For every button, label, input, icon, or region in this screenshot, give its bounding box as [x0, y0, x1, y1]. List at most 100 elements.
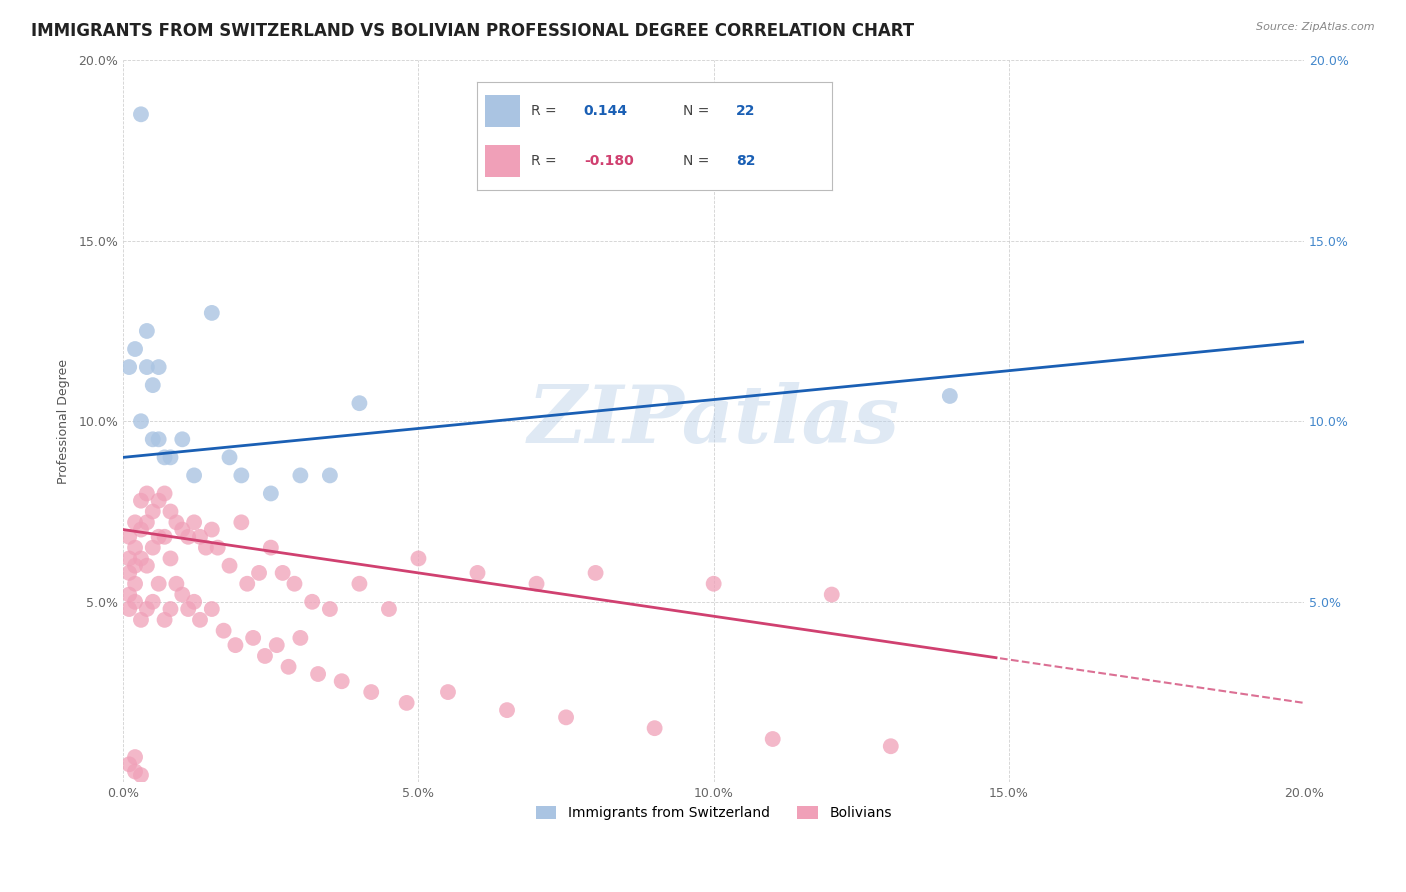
Point — [260, 486, 283, 500]
Point — [142, 541, 165, 555]
Point — [555, 710, 578, 724]
Point — [153, 613, 176, 627]
Point — [224, 638, 246, 652]
Point — [821, 588, 844, 602]
Point — [218, 558, 240, 573]
Point — [360, 685, 382, 699]
Point — [118, 551, 141, 566]
Point — [526, 576, 548, 591]
Text: Source: ZipAtlas.com: Source: ZipAtlas.com — [1257, 22, 1375, 32]
Point — [118, 602, 141, 616]
Point — [124, 541, 146, 555]
Point — [290, 468, 312, 483]
Point — [124, 558, 146, 573]
Point — [307, 667, 329, 681]
Point — [135, 486, 157, 500]
Point — [437, 685, 460, 699]
Point — [194, 541, 217, 555]
Point — [207, 541, 229, 555]
Point — [349, 576, 371, 591]
Point — [148, 360, 170, 375]
Point — [129, 414, 152, 428]
Point — [172, 523, 194, 537]
Point — [172, 432, 194, 446]
Point — [118, 588, 141, 602]
Point — [153, 450, 176, 465]
Point — [142, 432, 165, 446]
Point — [177, 602, 200, 616]
Point — [644, 721, 666, 735]
Y-axis label: Professional Degree: Professional Degree — [58, 359, 70, 483]
Point — [277, 660, 299, 674]
Point — [153, 530, 176, 544]
Point — [236, 576, 259, 591]
Point — [129, 107, 152, 121]
Point — [124, 342, 146, 356]
Point — [142, 378, 165, 392]
Point — [290, 631, 312, 645]
Point — [142, 504, 165, 518]
Point — [135, 360, 157, 375]
Point — [118, 757, 141, 772]
Point — [129, 613, 152, 627]
Point — [135, 602, 157, 616]
Point — [129, 551, 152, 566]
Point — [408, 551, 430, 566]
Point — [319, 602, 342, 616]
Point — [266, 638, 288, 652]
Point — [159, 551, 181, 566]
Point — [231, 468, 253, 483]
Point — [183, 595, 205, 609]
Point — [124, 516, 146, 530]
Point — [135, 558, 157, 573]
Text: IMMIGRANTS FROM SWITZERLAND VS BOLIVIAN PROFESSIONAL DEGREE CORRELATION CHART: IMMIGRANTS FROM SWITZERLAND VS BOLIVIAN … — [31, 22, 914, 40]
Point — [247, 566, 270, 580]
Text: ZIPatlas: ZIPatlas — [527, 383, 900, 460]
Point — [142, 595, 165, 609]
Point — [148, 530, 170, 544]
Point — [172, 588, 194, 602]
Point — [242, 631, 264, 645]
Point — [183, 468, 205, 483]
Point — [129, 768, 152, 782]
Point — [124, 576, 146, 591]
Point — [159, 450, 181, 465]
Point — [271, 566, 294, 580]
Point — [153, 486, 176, 500]
Point — [165, 516, 187, 530]
Point — [349, 396, 371, 410]
Point — [201, 306, 224, 320]
Point — [378, 602, 401, 616]
Point — [159, 602, 181, 616]
Point — [395, 696, 418, 710]
Point — [118, 566, 141, 580]
Point — [118, 530, 141, 544]
Point — [188, 613, 211, 627]
Point — [148, 576, 170, 591]
Point — [129, 493, 152, 508]
Point — [253, 648, 276, 663]
Point — [159, 504, 181, 518]
Point — [148, 432, 170, 446]
Point — [118, 360, 141, 375]
Point — [188, 530, 211, 544]
Point — [283, 576, 305, 591]
Point — [201, 602, 224, 616]
Point — [212, 624, 235, 638]
Point — [165, 576, 187, 591]
Point — [260, 541, 283, 555]
Point — [218, 450, 240, 465]
Point — [703, 576, 725, 591]
Point — [124, 764, 146, 779]
Point — [330, 674, 353, 689]
Point — [319, 468, 342, 483]
Point — [135, 324, 157, 338]
Point — [880, 739, 903, 754]
Point — [135, 516, 157, 530]
Point — [201, 523, 224, 537]
Point — [585, 566, 607, 580]
Point — [124, 595, 146, 609]
Point — [301, 595, 323, 609]
Point — [231, 516, 253, 530]
Point — [762, 731, 785, 746]
